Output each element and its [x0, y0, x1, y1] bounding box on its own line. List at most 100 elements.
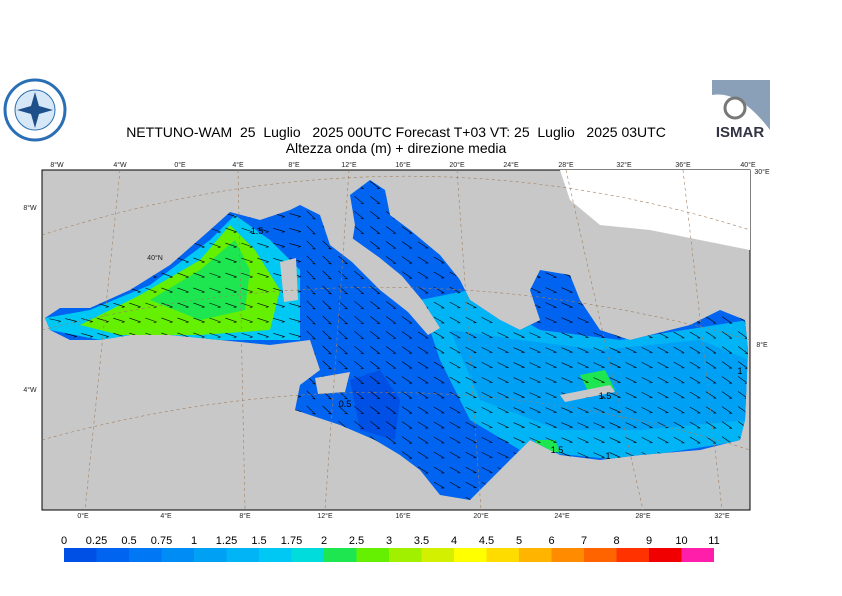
wave-arrow [593, 437, 605, 443]
wave-arrow [225, 332, 237, 338]
wave-arrow [289, 243, 301, 248]
wave-arrow [177, 272, 189, 278]
wave-arrow [322, 300, 332, 310]
colorbar-box [96, 548, 129, 562]
wave-arrow [209, 302, 221, 308]
wave-arrow [545, 437, 557, 443]
wave-arrow [641, 392, 653, 399]
wave-arrow [705, 436, 717, 444]
wave-arrow [609, 347, 621, 353]
wave-arrow [401, 256, 413, 264]
wave-arrow [593, 407, 605, 413]
wave-arrow [577, 347, 589, 353]
subtitle: Altezza onda (m) + direzione media [286, 140, 507, 156]
lat-label: 40°N [147, 254, 163, 262]
wave-arrow [577, 437, 589, 443]
lon-label: 20°E [449, 161, 465, 169]
wave-arrow [481, 362, 493, 369]
lon-label: 4°E [232, 161, 244, 169]
wave-arrow [273, 318, 285, 323]
wave-arrow [545, 422, 557, 428]
wave-arrow [529, 332, 541, 338]
wave-arrow [433, 481, 445, 489]
wave-arrow [561, 362, 573, 368]
wave-arrow [625, 407, 637, 414]
wave-arrow [370, 361, 380, 369]
wave-arrow [497, 437, 509, 444]
wave-arrow [577, 317, 589, 323]
wave-arrow [97, 318, 109, 323]
wave-arrow [737, 346, 748, 354]
wave-arrow [449, 286, 461, 294]
wave-arrow [417, 436, 429, 444]
wave-arrow [354, 375, 364, 385]
colorbar-box [161, 548, 194, 562]
wave-arrow [401, 406, 413, 414]
wave-arrow [513, 347, 525, 353]
wave-arrow [354, 345, 364, 355]
wave-arrow [673, 346, 685, 354]
wave-arrow [338, 255, 348, 265]
wave-arrow [449, 301, 461, 309]
wave-arrow [354, 420, 364, 430]
wave-arrow [721, 316, 733, 324]
wave-arrow [370, 316, 380, 324]
wave-arrow [449, 391, 461, 399]
wave-arrow [225, 317, 237, 323]
sicily [315, 372, 350, 394]
wave-arrow [705, 376, 717, 384]
colorbar-box [389, 548, 422, 562]
wave-arrow [689, 346, 701, 354]
wave-arrow [609, 437, 621, 443]
wave-arrow [657, 346, 669, 354]
wave-arrow [657, 361, 669, 369]
wave-arrow [721, 421, 733, 429]
wave-arrow [306, 390, 316, 400]
wave-arrow [241, 227, 253, 233]
wave-arrow [513, 332, 525, 338]
wave-arrow [273, 243, 285, 248]
wave-arrow [625, 437, 637, 444]
wave-arrow [593, 362, 605, 368]
wave-arrow [338, 315, 348, 325]
wave-arrow [593, 347, 605, 353]
lon-label: 16°E [395, 512, 411, 520]
wave-arrow [465, 451, 477, 459]
wave-arrow [481, 332, 493, 339]
wave-arrow [561, 407, 573, 413]
wave-arrow [370, 226, 380, 234]
wave-arrow [193, 317, 205, 323]
colorbar-label: 0.5 [121, 535, 136, 547]
wave-arrow [465, 301, 477, 309]
wave-arrow [449, 361, 461, 369]
wave-arrow [193, 332, 205, 338]
wave-arrow [641, 437, 653, 444]
wave-arrow [354, 300, 364, 310]
colorbar-box [649, 548, 682, 562]
wave-arrow [370, 346, 380, 354]
colorbar-label: 1 [191, 535, 197, 547]
colorbar-label: 2.5 [349, 535, 364, 547]
lon-label: 8°E [239, 512, 251, 520]
wave-arrow [257, 272, 269, 278]
lon-label: 32°E [616, 161, 632, 169]
wave-arrow [209, 272, 221, 278]
wave-arrow [241, 332, 253, 338]
wave-arrow [433, 436, 445, 444]
wave-arrow [545, 407, 557, 413]
title: NETTUNO-WAM 25 Luglio 2025 00UTC Forecas… [126, 124, 666, 140]
wave-arrow [417, 376, 429, 384]
wave-arrow [417, 451, 429, 459]
wave-arrow [497, 377, 509, 384]
wave-arrow [545, 392, 557, 398]
wave-arrow [338, 360, 348, 370]
wave-arrow [721, 391, 733, 399]
wave-arrow [322, 315, 332, 325]
wave-arrow [577, 422, 589, 428]
wave-arrow [705, 316, 717, 324]
wave-arrow [433, 391, 445, 399]
wave-arrow [513, 407, 525, 413]
wave-arrow [273, 333, 285, 338]
lon-label: 28°E [635, 512, 651, 520]
wave-arrow [433, 466, 445, 474]
